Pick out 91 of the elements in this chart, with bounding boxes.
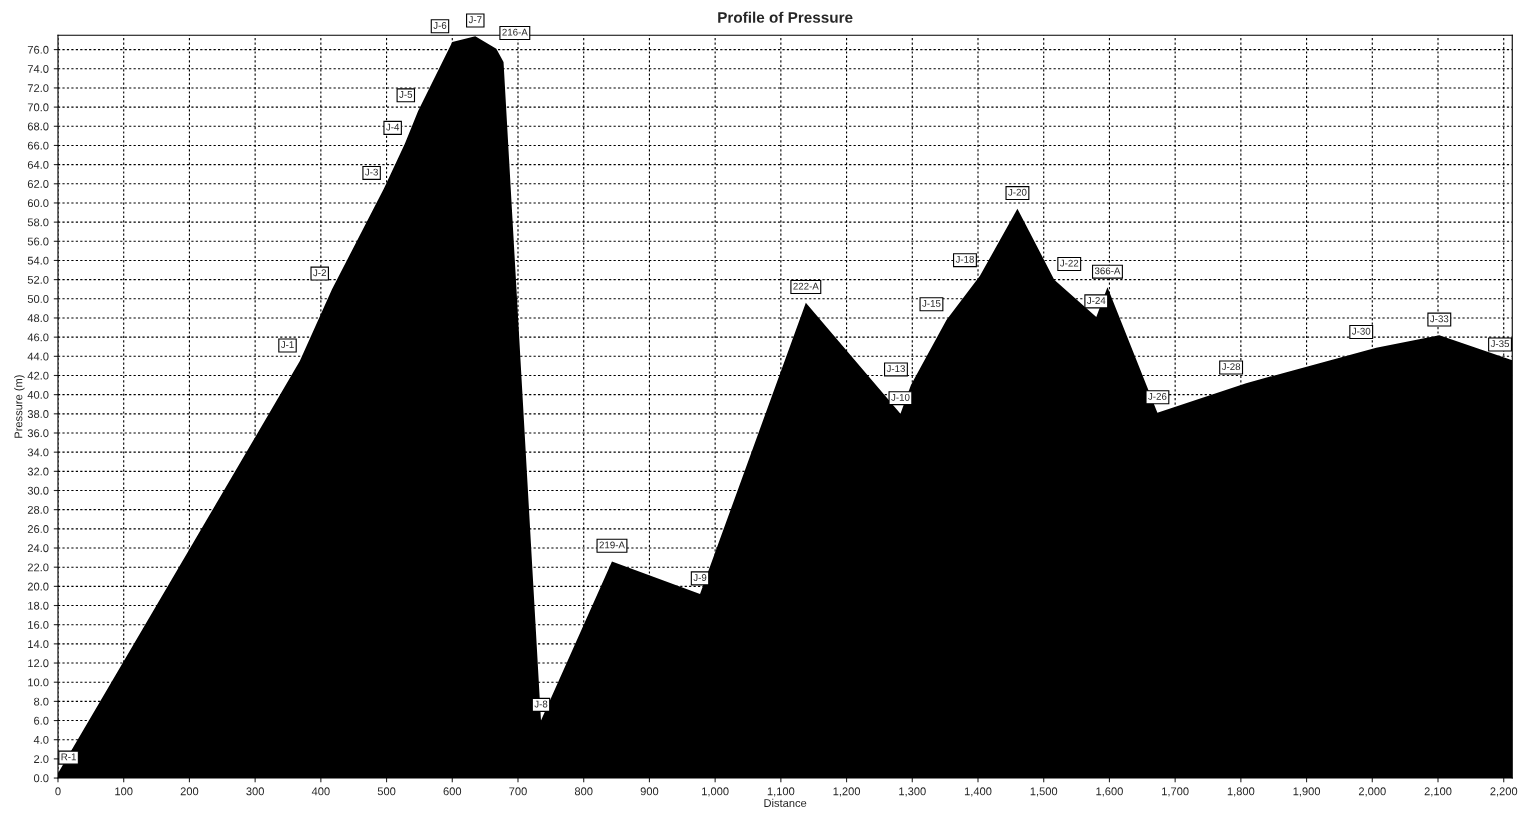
x-tick-label: 800	[574, 787, 593, 796]
annotation: J-26	[1148, 392, 1167, 400]
annotation: J-33	[1430, 315, 1449, 323]
y-tick-label: 28.0	[27, 505, 49, 514]
y-tick-label: 58.0	[27, 218, 49, 227]
y-tick-label: 56.0	[27, 237, 49, 246]
y-axis-title: Pressure (m)	[14, 375, 25, 438]
x-tick-label: 1,000	[702, 787, 729, 797]
annotation: J-9	[693, 574, 707, 581]
annotation: 219-A	[599, 541, 625, 549]
annotation: J-2	[313, 269, 326, 277]
y-tick-label: 8.0	[34, 697, 49, 706]
annotation: J-20	[1008, 188, 1027, 196]
x-tick-label: 1,500	[1030, 787, 1058, 797]
y-tick-label: 30.0	[27, 486, 49, 495]
y-tick-label: 20.0	[27, 582, 49, 591]
y-tick-label: 46.0	[27, 333, 49, 342]
x-tick-label: 100	[115, 787, 133, 796]
y-tick-label: 54.0	[27, 256, 49, 265]
y-tick-label: 44.0	[27, 352, 49, 361]
chart-title: Profile of Pressure	[718, 11, 853, 23]
x-tick-label: 500	[377, 787, 396, 796]
annotation: J-35	[1490, 340, 1510, 348]
annotation: R-1	[61, 753, 76, 761]
y-tick-label: 4.0	[33, 735, 49, 744]
y-tick-label: 34.0	[27, 448, 49, 457]
x-tick-label: 1,900	[1293, 787, 1321, 797]
y-tick-label: 10.0	[28, 678, 49, 687]
annotation: J-15	[922, 300, 941, 307]
y-tick-label: 32.0	[27, 467, 49, 476]
y-tick-label: 40.0	[27, 390, 49, 399]
annotation: J-18	[955, 255, 974, 263]
x-tick-label: 0	[55, 787, 61, 796]
x-tick-label: 1,200	[833, 787, 861, 797]
annotation: J-3	[365, 168, 378, 176]
y-tick-label: 76.0	[27, 45, 49, 54]
x-tick-label: 1,800	[1227, 787, 1255, 797]
x-tick-label: 200	[180, 787, 199, 796]
y-tick-label: 14.0	[28, 640, 49, 648]
x-tick-label: 2,100	[1424, 787, 1452, 797]
annotation: J-24	[1086, 297, 1106, 304]
x-tick-label: 900	[640, 787, 659, 796]
x-tick-label: 300	[246, 787, 264, 796]
annotation: J-5	[399, 91, 413, 98]
annotation: J-4	[386, 123, 400, 131]
y-tick-label: 6.0	[34, 716, 49, 725]
y-tick-label: 62.0	[27, 180, 49, 188]
y-tick-label: 50.0	[27, 295, 49, 303]
y-tick-label: 18.0	[28, 601, 49, 610]
x-tick-label: 700	[509, 787, 527, 796]
annotation: J-10	[891, 393, 910, 401]
y-tick-label: 42.0	[27, 371, 49, 380]
x-tick-label: 1,600	[1096, 787, 1123, 797]
x-tick-label: 1,300	[899, 787, 926, 797]
y-tick-label: 66.0	[27, 141, 49, 150]
x-tick-label: 1,400	[964, 787, 992, 797]
annotation: 366-A	[1094, 267, 1121, 275]
x-tick-label: 1,700	[1162, 787, 1189, 797]
x-tick-label: 1,100	[767, 787, 795, 797]
y-tick-label: 16.0	[28, 620, 49, 629]
x-tick-label: 400	[311, 787, 330, 796]
annotation: J-28	[1221, 363, 1241, 371]
y-tick-label: 36.0	[27, 429, 49, 438]
annotation: J-1	[280, 341, 294, 349]
y-tick-label: 0.0	[33, 774, 49, 783]
y-tick-label: 68.0	[27, 122, 49, 131]
y-tick-label: 26.0	[27, 525, 49, 533]
y-tick-label: 64.0	[27, 160, 49, 169]
x-axis-title: Distance	[764, 798, 807, 807]
y-tick-label: 2.0	[34, 755, 49, 764]
annotation: J-6	[433, 22, 447, 29]
annotation: J-22	[1059, 259, 1079, 267]
annotation: J-30	[1351, 327, 1371, 335]
x-tick-label: 2,200	[1490, 787, 1518, 797]
annotation: 216-A	[502, 28, 528, 36]
y-tick-label: 48.0	[27, 314, 49, 323]
annotation: J-13	[886, 365, 905, 373]
y-tick-label: 72.0	[27, 84, 49, 93]
annotation: J-8	[534, 700, 548, 708]
y-tick-label: 24.0	[27, 544, 49, 553]
y-tick-label: 60.0	[27, 199, 49, 208]
y-tick-label: 70.0	[27, 103, 49, 112]
annotation: J-7	[468, 16, 482, 24]
y-tick-label: 22.0	[27, 563, 49, 572]
x-tick-label: 600	[443, 787, 462, 796]
y-tick-label: 12.0	[28, 659, 49, 668]
y-tick-label: 52.0	[27, 275, 49, 284]
y-tick-label: 74.0	[27, 65, 49, 73]
annotation: 222-A	[793, 282, 819, 290]
y-tick-label: 38.0	[27, 410, 49, 418]
x-tick-label: 2,000	[1358, 787, 1386, 797]
